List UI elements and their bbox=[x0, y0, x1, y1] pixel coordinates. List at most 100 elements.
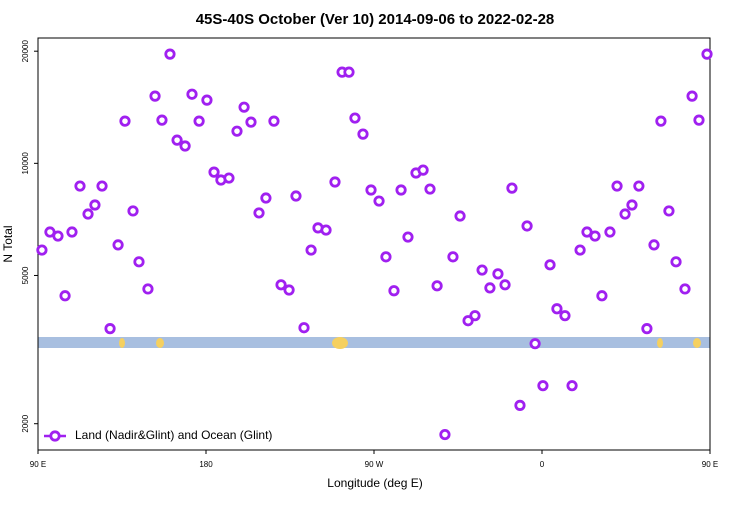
point bbox=[357, 128, 369, 140]
point bbox=[454, 210, 466, 222]
point bbox=[320, 224, 332, 236]
point bbox=[499, 279, 511, 291]
point bbox=[104, 323, 116, 335]
point bbox=[670, 256, 682, 268]
point bbox=[142, 283, 154, 295]
point bbox=[544, 259, 556, 271]
point bbox=[119, 115, 131, 127]
point bbox=[253, 207, 265, 219]
point bbox=[201, 94, 213, 106]
land-patch bbox=[332, 337, 348, 349]
ocean-strip bbox=[38, 337, 710, 348]
point bbox=[648, 239, 660, 251]
point bbox=[82, 208, 94, 220]
point bbox=[380, 251, 392, 263]
point bbox=[484, 282, 496, 294]
point bbox=[626, 199, 638, 211]
point bbox=[476, 264, 488, 276]
series bbox=[36, 48, 713, 441]
point bbox=[52, 230, 64, 242]
point bbox=[679, 283, 691, 295]
point bbox=[521, 220, 533, 232]
point bbox=[268, 115, 280, 127]
point bbox=[298, 322, 310, 334]
point bbox=[193, 115, 205, 127]
point bbox=[469, 310, 481, 322]
x-tick-label: 90 E bbox=[30, 460, 46, 469]
point bbox=[395, 184, 407, 196]
point bbox=[566, 380, 578, 392]
point bbox=[633, 180, 645, 192]
point bbox=[112, 239, 124, 251]
point bbox=[365, 184, 377, 196]
land-patch bbox=[119, 338, 125, 348]
point bbox=[89, 199, 101, 211]
point bbox=[686, 90, 698, 102]
point bbox=[343, 66, 355, 78]
land-patch bbox=[156, 338, 164, 348]
x-tick-label: 90 W bbox=[365, 460, 384, 469]
point bbox=[619, 208, 631, 220]
point bbox=[66, 226, 78, 238]
point bbox=[156, 114, 168, 126]
point bbox=[537, 380, 549, 392]
point bbox=[74, 180, 86, 192]
point bbox=[551, 303, 563, 315]
point bbox=[186, 88, 198, 100]
point bbox=[238, 101, 250, 113]
point bbox=[36, 244, 48, 256]
point bbox=[149, 90, 161, 102]
legend-label: Land (Nadir&Glint) and Ocean (Glint) bbox=[75, 428, 272, 442]
point bbox=[492, 268, 504, 280]
point bbox=[59, 290, 71, 302]
land-patch bbox=[657, 338, 663, 348]
point bbox=[439, 428, 451, 441]
point bbox=[402, 231, 414, 243]
point bbox=[514, 399, 526, 411]
y-tick-label: 5000 bbox=[21, 266, 30, 284]
land-patch bbox=[693, 338, 701, 348]
point bbox=[275, 279, 287, 291]
point bbox=[283, 284, 295, 296]
point bbox=[208, 166, 220, 178]
point bbox=[424, 183, 436, 195]
point bbox=[611, 180, 623, 192]
point bbox=[349, 112, 361, 124]
point bbox=[179, 140, 191, 152]
point bbox=[245, 116, 257, 128]
point bbox=[604, 226, 616, 238]
point bbox=[305, 244, 317, 256]
point bbox=[133, 256, 145, 268]
point bbox=[506, 182, 518, 194]
point bbox=[96, 180, 108, 192]
point bbox=[260, 192, 272, 204]
y-tick-label: 2000 bbox=[21, 414, 30, 432]
map-strip bbox=[38, 337, 710, 349]
point bbox=[417, 164, 429, 176]
point bbox=[223, 172, 235, 184]
point bbox=[388, 285, 400, 297]
point bbox=[431, 280, 443, 292]
point bbox=[171, 134, 183, 146]
point bbox=[596, 290, 608, 302]
x-tick-label: 180 bbox=[199, 460, 213, 469]
point bbox=[574, 244, 586, 256]
point bbox=[329, 176, 341, 188]
y-axis-label: N Total bbox=[1, 225, 15, 262]
point bbox=[164, 48, 176, 60]
point bbox=[373, 195, 385, 207]
point bbox=[693, 114, 705, 126]
point bbox=[462, 315, 474, 327]
point bbox=[641, 323, 653, 335]
point bbox=[290, 190, 302, 202]
point bbox=[559, 310, 571, 322]
y-tick-label: 20000 bbox=[21, 40, 30, 63]
chart-title: 45S-40S October (Ver 10) 2014-09-06 to 2… bbox=[196, 11, 555, 28]
point bbox=[701, 48, 713, 60]
x-tick-label: 0 bbox=[540, 460, 545, 469]
point bbox=[447, 251, 459, 263]
point bbox=[589, 230, 601, 242]
legend-marker bbox=[49, 430, 61, 442]
point bbox=[127, 205, 139, 217]
